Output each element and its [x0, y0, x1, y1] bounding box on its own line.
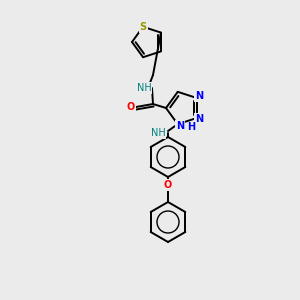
Text: N: N	[195, 114, 203, 124]
Text: NH: NH	[151, 128, 165, 138]
Text: N: N	[195, 91, 203, 101]
Text: O: O	[127, 102, 135, 112]
Text: O: O	[164, 180, 172, 190]
Text: NH: NH	[136, 83, 152, 93]
Text: N: N	[176, 121, 184, 131]
Text: S: S	[140, 22, 147, 32]
Text: H: H	[187, 122, 195, 132]
